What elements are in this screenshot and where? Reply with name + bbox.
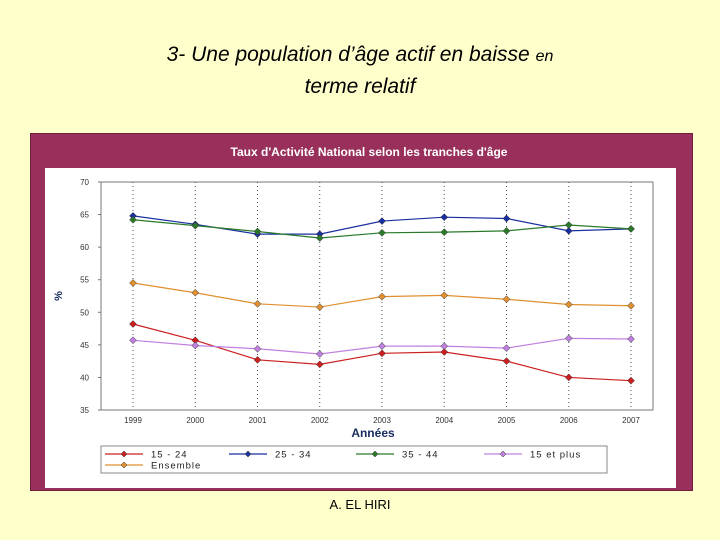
- plot-area: [100, 181, 654, 411]
- data-point-15-et-plus: [191, 341, 200, 350]
- x-tick-label: 2005: [498, 416, 516, 425]
- data-point-ensemble: [253, 299, 262, 308]
- legend-marker: [499, 450, 507, 458]
- legend-marker: [371, 450, 379, 458]
- x-axis-label: Années: [351, 426, 395, 440]
- y-tick-label: 70: [80, 178, 89, 187]
- data-point-15-et-plus: [253, 344, 262, 353]
- data-point-35-44: [315, 234, 324, 242]
- title-main: 3- Une population d’âge actif en baisse: [166, 43, 530, 66]
- data-point-15-24: [253, 355, 262, 364]
- data-point-ensemble: [191, 288, 200, 297]
- data-point-15-et-plus: [378, 342, 386, 351]
- data-point-35-44: [564, 221, 573, 229]
- data-point-15-24: [315, 360, 324, 369]
- data-point-15-24: [129, 320, 137, 328]
- title-line2: terme relatif: [304, 75, 416, 98]
- legend-marker: [120, 461, 128, 469]
- data-point-15-24: [378, 349, 386, 358]
- x-tick-label: 2006: [560, 416, 578, 425]
- data-point-35-44: [129, 215, 137, 224]
- y-tick-label: 50: [80, 308, 89, 317]
- data-point-ensemble: [440, 291, 449, 300]
- data-point-15-et-plus: [440, 342, 449, 351]
- data-point-25-34: [502, 214, 511, 223]
- chart-title: Taux d'Activité National selon les tranc…: [231, 145, 508, 159]
- slide-title: 3- Une population d’âge actif en baisse …: [60, 40, 660, 102]
- data-point-35-44: [378, 228, 386, 237]
- data-point-ensemble: [627, 301, 635, 310]
- data-point-15-et-plus: [564, 334, 573, 343]
- x-tick-label: 1999: [124, 416, 142, 425]
- legend-label: 35 - 44: [402, 450, 439, 461]
- legend-marker: [120, 450, 128, 458]
- legend-box: [100, 445, 608, 474]
- data-point-15-et-plus: [627, 335, 635, 343]
- data-point-15-24: [502, 357, 511, 365]
- data-point-25-34: [378, 217, 386, 225]
- legend-label: 15 et plus: [530, 450, 581, 461]
- data-point-35-44: [440, 228, 449, 237]
- x-tick-label: 2002: [311, 416, 329, 425]
- y-tick-label: 35: [80, 406, 89, 415]
- title-en: en: [535, 48, 554, 65]
- data-point-25-34: [564, 227, 573, 235]
- y-tick-label: 40: [80, 373, 89, 382]
- footer-author: A. EL HIRI: [329, 497, 391, 512]
- x-tick-label: 2000: [186, 416, 204, 425]
- data-point-15-24: [440, 348, 449, 356]
- data-point-35-44: [502, 227, 511, 235]
- legend-label: 25 - 34: [275, 450, 312, 461]
- data-point-15-et-plus: [502, 344, 511, 352]
- y-tick-label: 65: [80, 211, 89, 220]
- data-point-35-44: [627, 225, 635, 233]
- data-point-15-24: [627, 376, 635, 385]
- data-point-ensemble: [129, 279, 137, 287]
- y-tick-label: 55: [80, 276, 89, 285]
- data-point-15-24: [564, 373, 573, 382]
- data-point-ensemble: [378, 292, 386, 301]
- x-tick-label: 2004: [435, 416, 453, 425]
- chart: Taux d'Activité National selon les tranc…: [45, 145, 676, 488]
- data-point-15-et-plus: [129, 336, 137, 345]
- x-tick-label: 2007: [622, 416, 640, 425]
- y-axis-label: %: [53, 291, 65, 301]
- data-point-35-44: [191, 221, 200, 230]
- x-tick-label: 2003: [373, 416, 391, 425]
- y-tick-label: 60: [80, 243, 89, 252]
- legend-label: Ensemble: [151, 461, 201, 472]
- data-point-35-44: [253, 227, 262, 236]
- data-point-15-et-plus: [315, 350, 324, 358]
- legend-marker: [244, 450, 252, 458]
- chart-frame: Taux d'Activité National selon les tranc…: [30, 133, 693, 491]
- data-point-ensemble: [564, 300, 573, 309]
- legend-label: 15 - 24: [151, 450, 188, 461]
- data-point-ensemble: [502, 295, 511, 304]
- y-tick-label: 45: [80, 341, 89, 350]
- data-point-ensemble: [315, 303, 324, 311]
- data-point-25-34: [440, 213, 449, 222]
- x-tick-label: 2001: [249, 416, 267, 425]
